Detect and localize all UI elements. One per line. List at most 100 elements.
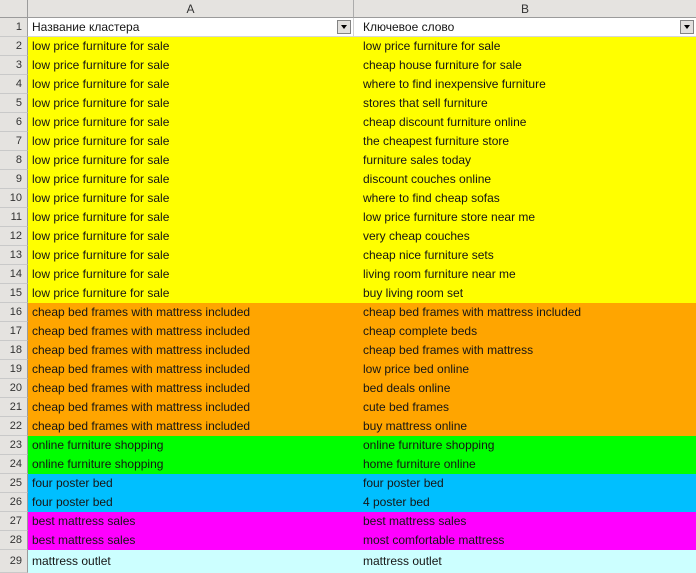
column-header-a[interactable]: A	[28, 0, 354, 18]
select-all-corner[interactable]	[0, 0, 28, 18]
cell-keyword[interactable]: cheap nice furniture sets	[354, 246, 696, 265]
table-row: 18 cheap bed frames with mattress include…	[0, 341, 696, 360]
row-number[interactable]: 21	[0, 398, 28, 417]
cell-keyword[interactable]: cheap house furniture for sale	[354, 56, 696, 75]
cell-keyword[interactable]: where to find cheap sofas	[354, 189, 696, 208]
row-number[interactable]: 27	[0, 512, 28, 531]
column-header-b[interactable]: B	[354, 0, 696, 18]
cell-keyword[interactable]: the cheapest furniture store	[354, 132, 696, 151]
cell-keyword[interactable]: most comfortable mattress	[354, 531, 696, 550]
cell-keyword[interactable]: buy mattress online	[354, 417, 696, 436]
cell-cluster-name[interactable]: best mattress sales	[28, 531, 354, 550]
cell-keyword[interactable]: online furniture shopping	[354, 436, 696, 455]
cell-keyword[interactable]: very cheap couches	[354, 227, 696, 246]
row-number[interactable]: 28	[0, 531, 28, 550]
row-number[interactable]: 19	[0, 360, 28, 379]
cell-keyword[interactable]: 4 poster bed	[354, 493, 696, 512]
cell-cluster-name[interactable]: low price furniture for sale	[28, 189, 354, 208]
cell-cluster-name[interactable]: low price furniture for sale	[28, 208, 354, 227]
cell-keyword[interactable]: low price bed online	[354, 360, 696, 379]
cell-keyword[interactable]: cheap bed frames with mattress included	[354, 303, 696, 322]
cell-cluster-name[interactable]: low price furniture for sale	[28, 265, 354, 284]
cell-cluster-name[interactable]: cheap bed frames with mattress included	[28, 360, 354, 379]
column-header-bar: A B	[0, 0, 696, 18]
cell-cluster-name[interactable]: cheap bed frames with mattress included	[28, 322, 354, 341]
cell-cluster-name[interactable]: low price furniture for sale	[28, 170, 354, 189]
row-number[interactable]: 16	[0, 303, 28, 322]
cell-cluster-name[interactable]: mattress outlet	[28, 550, 354, 573]
cell-cluster-name[interactable]: cheap bed frames with mattress included	[28, 417, 354, 436]
row-number[interactable]: 23	[0, 436, 28, 455]
row-number[interactable]: 5	[0, 94, 28, 113]
cell-keyword[interactable]: low price furniture store near me	[354, 208, 696, 227]
row-number[interactable]: 17	[0, 322, 28, 341]
cell-keyword[interactable]: cheap complete beds	[354, 322, 696, 341]
cell-cluster-name[interactable]: cheap bed frames with mattress included	[28, 398, 354, 417]
cell-keyword[interactable]: discount couches online	[354, 170, 696, 189]
table-row: 15 low price furniture for sale buy living…	[0, 284, 696, 303]
cell-keyword[interactable]: where to find inexpensive furniture	[354, 75, 696, 94]
cell-keyword[interactable]: home furniture online	[354, 455, 696, 474]
cell-cluster-name[interactable]: low price furniture for sale	[28, 75, 354, 94]
cell-cluster-name[interactable]: online furniture shopping	[28, 436, 354, 455]
row-number[interactable]: 20	[0, 379, 28, 398]
cell-cluster-name[interactable]: low price furniture for sale	[28, 284, 354, 303]
row-number[interactable]: 1	[0, 18, 28, 37]
row-number[interactable]: 6	[0, 113, 28, 132]
cell-keyword[interactable]: mattress outlet	[354, 550, 696, 573]
cell-keyword[interactable]: best mattress sales	[354, 512, 696, 531]
row-number[interactable]: 4	[0, 75, 28, 94]
cell-keyword[interactable]: four poster bed	[354, 474, 696, 493]
cell-cluster-name[interactable]: low price furniture for sale	[28, 56, 354, 75]
row-number[interactable]: 18	[0, 341, 28, 360]
row-number[interactable]: 2	[0, 37, 28, 56]
row-number[interactable]: 9	[0, 170, 28, 189]
cell-keyword[interactable]: stores that sell furniture	[354, 94, 696, 113]
cell-cluster-name[interactable]: best mattress sales	[28, 512, 354, 531]
filter-button-cluster[interactable]	[337, 20, 351, 34]
cell-cluster-name[interactable]: four poster bed	[28, 493, 354, 512]
table-row: 26 four poster bed 4 poster bed	[0, 493, 696, 512]
cell-keyword[interactable]: furniture sales today	[354, 151, 696, 170]
row-number[interactable]: 8	[0, 151, 28, 170]
row-number[interactable]: 7	[0, 132, 28, 151]
row-number[interactable]: 25	[0, 474, 28, 493]
cell-cluster-name[interactable]: low price furniture for sale	[28, 151, 354, 170]
cell-keyword[interactable]: buy living room set	[354, 284, 696, 303]
row-number[interactable]: 22	[0, 417, 28, 436]
cell-cluster-name[interactable]: four poster bed	[28, 474, 354, 493]
cell-cluster-name[interactable]: cheap bed frames with mattress included	[28, 303, 354, 322]
table-row: 4 low price furniture for sale where to fi…	[0, 75, 696, 94]
cell-cluster-name[interactable]: low price furniture for sale	[28, 113, 354, 132]
row-number[interactable]: 24	[0, 455, 28, 474]
table-row: 6 low price furniture for sale cheap disco…	[0, 113, 696, 132]
cell-cluster-name[interactable]: cheap bed frames with mattress included	[28, 341, 354, 360]
cell-cluster-name[interactable]: low price furniture for sale	[28, 37, 354, 56]
cell-keyword[interactable]: bed deals online	[354, 379, 696, 398]
cell-cluster-name[interactable]: low price furniture for sale	[28, 132, 354, 151]
row-number[interactable]: 3	[0, 56, 28, 75]
cell-cluster-name[interactable]: low price furniture for sale	[28, 94, 354, 113]
row-number[interactable]: 12	[0, 227, 28, 246]
cell-keyword[interactable]: cheap bed frames with mattress	[354, 341, 696, 360]
row-number[interactable]: 15	[0, 284, 28, 303]
header-cell-cluster[interactable]: Название кластера	[28, 18, 354, 37]
cell-cluster-name[interactable]: cheap bed frames with mattress included	[28, 379, 354, 398]
cell-cluster-name[interactable]: low price furniture for sale	[28, 227, 354, 246]
cell-keyword[interactable]: low price furniture for sale	[354, 37, 696, 56]
table-row: 19 cheap bed frames with mattress include…	[0, 360, 696, 379]
cell-cluster-name[interactable]: low price furniture for sale	[28, 246, 354, 265]
cell-keyword[interactable]: living room furniture near me	[354, 265, 696, 284]
row-number[interactable]: 14	[0, 265, 28, 284]
table-row: 8 low price furniture for sale furniture s…	[0, 151, 696, 170]
row-number[interactable]: 10	[0, 189, 28, 208]
cell-cluster-name[interactable]: online furniture shopping	[28, 455, 354, 474]
header-cell-keyword[interactable]: Ключевое слово	[354, 18, 696, 37]
row-number[interactable]: 26	[0, 493, 28, 512]
filter-button-keyword[interactable]	[680, 20, 694, 34]
row-number[interactable]: 29	[0, 550, 28, 573]
row-number[interactable]: 13	[0, 246, 28, 265]
row-number[interactable]: 11	[0, 208, 28, 227]
cell-keyword[interactable]: cheap discount furniture online	[354, 113, 696, 132]
cell-keyword[interactable]: cute bed frames	[354, 398, 696, 417]
